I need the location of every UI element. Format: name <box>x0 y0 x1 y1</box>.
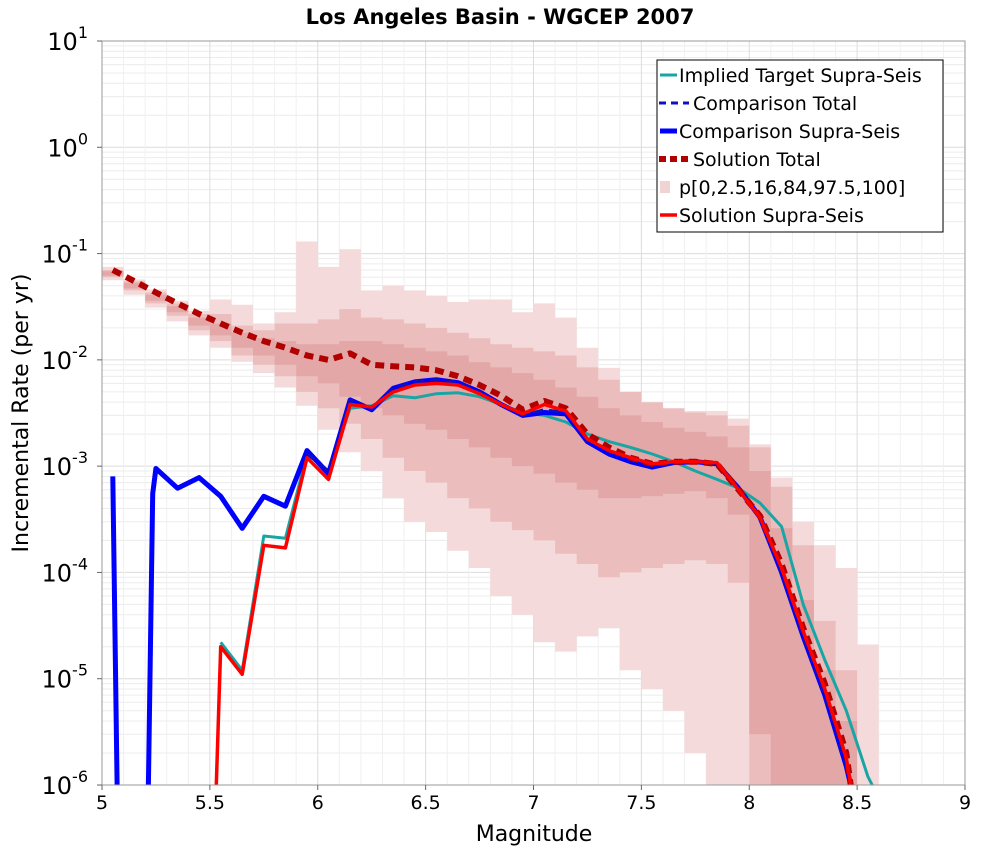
y-tick-label: 10-1 <box>42 236 89 269</box>
legend-label: Comparison Total <box>693 93 857 115</box>
band-p16-p84 <box>102 271 879 785</box>
series-lines <box>110 267 874 786</box>
legend-label: Solution Total <box>693 149 821 171</box>
legend-box <box>656 59 944 233</box>
legend-label: Implied Target Supra-Seis <box>679 65 922 87</box>
legend-label: Comparison Supra-Seis <box>679 121 900 143</box>
y-tick-label: 10-5 <box>42 661 89 694</box>
x-axis-label: Magnitude <box>476 822 593 847</box>
x-tick-label: 5.5 <box>195 792 225 814</box>
y-tick-label: 10-4 <box>42 554 89 587</box>
legend-label: Solution Supra-Seis <box>679 205 864 227</box>
percentile-bands <box>102 241 879 785</box>
y-tick-label: 10-3 <box>42 448 89 481</box>
legend-label: p[0,2.5,16,84,97.5,100] <box>679 177 905 199</box>
legend: Implied Target Supra-Seis Comparison Tota… <box>656 59 944 233</box>
x-tick-label: 8.5 <box>842 792 872 814</box>
series-solution-supra-seis <box>214 381 853 786</box>
y-tick-label: 100 <box>47 129 88 162</box>
x-tick-label: 5 <box>96 792 108 814</box>
y-tick-label: 10-6 <box>42 767 89 800</box>
x-tick-label: 7 <box>527 792 539 814</box>
y-tick-label: 10-2 <box>42 342 89 375</box>
x-tick-label: 6.5 <box>411 792 441 814</box>
x-tick-label: 8 <box>743 792 755 814</box>
x-tick-label: 9 <box>959 792 971 814</box>
x-tick-label: 6 <box>312 792 324 814</box>
y-tick-label: 101 <box>47 23 88 56</box>
y-axis-ticks: 101 100 10-1 10-2 10-3 10-4 10-5 10-6 <box>42 23 102 800</box>
chart-title: Los Angeles Basin - WGCEP 2007 <box>306 5 695 29</box>
y-axis-label: Incremental Rate (per yr) <box>9 274 34 553</box>
x-tick-label: 7.5 <box>626 792 656 814</box>
legend-swatch <box>660 181 670 193</box>
x-axis-ticks: 5 5.5 6 6.5 7 7.5 8 8.5 9 <box>96 785 971 814</box>
